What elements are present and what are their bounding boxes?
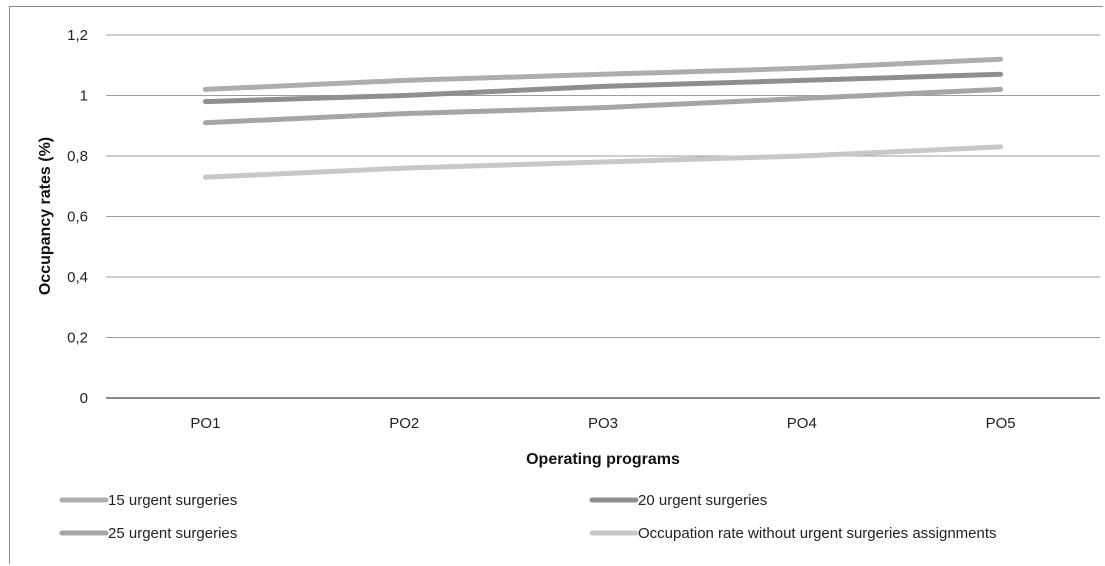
series-line-2 <box>202 71 1004 105</box>
y-axis-title: Occupancy rates (%) <box>37 137 54 295</box>
y-tick-label: 0 <box>80 390 88 407</box>
y-tick-label: 0,4 <box>67 269 88 286</box>
x-tick-label: PO2 <box>389 415 419 432</box>
series-lines <box>202 56 1004 180</box>
chart-frame <box>9 6 1103 564</box>
y-tick-label: 1 <box>80 88 88 105</box>
y-axis-ticks: 0 0,2 0,4 0,6 0,8 1 1,2 <box>67 27 88 407</box>
legend: 15 urgent surgeries 20 urgent surgeries 25… <box>59 492 997 542</box>
y-tick-label: 1,2 <box>67 27 88 44</box>
legend-label: 20 urgent surgeries <box>638 492 767 509</box>
x-axis-title: Operating programs <box>526 451 680 468</box>
series-line-4 <box>202 144 1004 180</box>
series-line-3 <box>202 86 1004 126</box>
x-tick-label: PO4 <box>787 415 817 432</box>
x-tick-label: PO1 <box>190 415 220 432</box>
series-line-1 <box>202 56 1004 92</box>
x-tick-label: PO5 <box>986 415 1016 432</box>
y-tick-label: 0,6 <box>67 209 88 226</box>
legend-label: Occupation rate without urgent surgeries… <box>638 525 997 542</box>
legend-label: 15 urgent surgeries <box>108 492 237 509</box>
y-tick-label: 0,8 <box>67 148 88 165</box>
gridlines <box>106 34 1100 399</box>
x-tick-label: PO3 <box>588 415 618 432</box>
y-tick-label: 0,2 <box>67 330 88 347</box>
legend-label: 25 urgent surgeries <box>108 525 237 542</box>
x-axis-ticks: PO1 PO2 PO3 PO4 PO5 <box>190 415 1015 432</box>
